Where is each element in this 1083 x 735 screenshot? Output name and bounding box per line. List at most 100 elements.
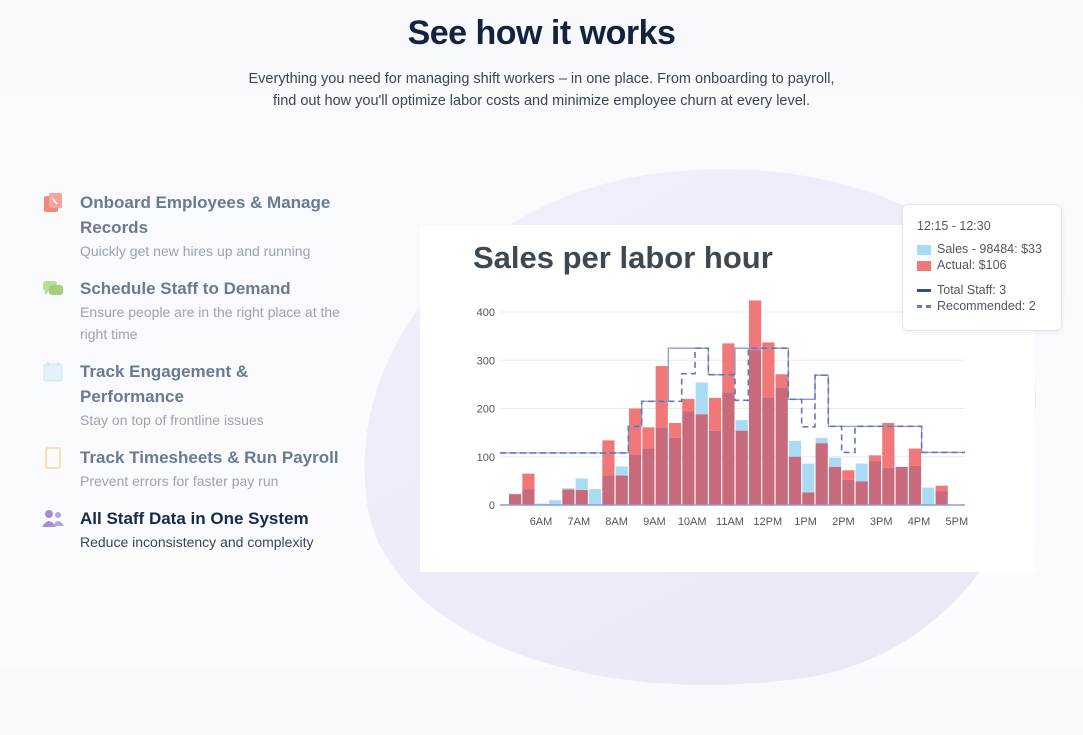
feature-title: Schedule Staff to Demand xyxy=(80,276,352,301)
overlap-bar xyxy=(602,476,614,505)
tablet-icon xyxy=(42,447,64,469)
clipboard-icon xyxy=(42,192,64,214)
overlap-bar xyxy=(789,457,801,505)
actual-bar xyxy=(869,455,881,461)
actual-bar xyxy=(522,474,534,489)
overlap-bar xyxy=(669,438,681,505)
feature-desc: Prevent errors for faster pay run xyxy=(80,470,352,492)
feature-title: Onboard Employees & Manage Records xyxy=(80,190,352,240)
feature-desc: Quickly get new hires up and running xyxy=(80,240,352,262)
actual-bar xyxy=(642,427,654,448)
overlap-bar xyxy=(869,461,881,505)
overlap-bar xyxy=(709,431,721,505)
sales-bar xyxy=(829,458,841,467)
overlap-bar xyxy=(802,492,814,505)
subtitle-line: find out how you'll optimize labor costs… xyxy=(0,90,1083,112)
overlap-bar xyxy=(936,491,948,505)
recommended-line-icon xyxy=(917,305,931,308)
overlap-bar xyxy=(762,397,774,505)
page-title: See how it works xyxy=(0,14,1083,53)
x-tick-label: 6AM xyxy=(530,516,553,528)
actual-bar xyxy=(709,398,721,431)
feature-desc: Reduce inconsistency and complexity xyxy=(80,531,352,553)
sales-bar xyxy=(789,441,801,457)
feature-timesheets[interactable]: Track Timesheets & Run Payroll Prevent e… xyxy=(42,445,352,492)
actual-bar xyxy=(682,399,694,412)
feature-title: All Staff Data in One System xyxy=(80,506,352,531)
overlap-bar xyxy=(749,350,761,505)
sales-bar xyxy=(736,420,748,431)
overlap-bar xyxy=(522,489,534,505)
sales-bar xyxy=(562,488,574,489)
overlap-bar xyxy=(829,467,841,505)
actual-bar xyxy=(629,409,641,455)
x-tick-label: 1PM xyxy=(794,516,817,528)
tooltip-time: 12:15 - 12:30 xyxy=(917,219,991,233)
actual-bar xyxy=(749,300,761,350)
feature-engagement[interactable]: Track Engagement & Performance Stay on t… xyxy=(42,359,352,431)
x-tick-label: 10AM xyxy=(678,516,707,528)
sales-bar xyxy=(802,464,814,493)
tooltip-sales: Sales - 98484: $33 xyxy=(937,242,1042,256)
overlap-bar xyxy=(509,494,521,505)
y-tick-label: 400 xyxy=(477,307,495,319)
actual-bar xyxy=(762,342,774,397)
y-tick-label: 200 xyxy=(477,404,495,416)
actual-bar xyxy=(882,423,894,468)
x-tick-label: 12PM xyxy=(753,516,782,528)
x-tick-label: 11AM xyxy=(716,516,744,528)
actual-bar xyxy=(602,440,614,475)
subtitle-line: Everything you need for managing shift w… xyxy=(0,68,1083,90)
actual-bar xyxy=(722,343,734,392)
sales-bar xyxy=(589,489,601,505)
overlap-bar xyxy=(776,387,788,505)
calendar-icon xyxy=(42,361,64,383)
x-tick-label: 9AM xyxy=(643,516,666,528)
actual-bar xyxy=(776,374,788,387)
x-tick-label: 7AM xyxy=(567,516,590,528)
overlap-bar xyxy=(629,454,641,505)
feature-onboard[interactable]: Onboard Employees & Manage Records Quick… xyxy=(42,190,352,262)
overlap-bar xyxy=(682,411,694,505)
feature-desc: Ensure people are in the right place at … xyxy=(80,301,352,345)
actual-bar xyxy=(936,486,948,492)
chart-tooltip: 12:15 - 12:30 Sales - 98484: $33 Actual:… xyxy=(902,204,1062,331)
overlap-bar xyxy=(856,481,868,505)
tooltip-actual: Actual: $106 xyxy=(937,258,1007,272)
overlap-bar xyxy=(616,476,628,505)
sales-bar xyxy=(616,466,628,475)
sales-bar xyxy=(922,488,934,505)
x-tick-label: 4PM xyxy=(908,516,931,528)
overlap-bar xyxy=(656,427,668,505)
actual-swatch-icon xyxy=(917,261,931,271)
people-icon xyxy=(42,508,64,530)
overlap-bar xyxy=(722,393,734,505)
sales-bar xyxy=(576,478,588,490)
actual-bar xyxy=(656,366,668,427)
feature-staff-data[interactable]: All Staff Data in One System Reduce inco… xyxy=(42,506,352,553)
chat-bubbles-icon xyxy=(42,278,64,300)
overlap-bar xyxy=(736,431,748,505)
y-tick-label: 0 xyxy=(489,500,495,512)
y-tick-label: 100 xyxy=(477,452,495,464)
feature-title: Track Engagement & Performance xyxy=(80,359,352,409)
x-tick-label: 2PM xyxy=(832,516,855,528)
y-tick-label: 300 xyxy=(477,355,495,367)
sales-bar xyxy=(696,382,708,414)
overlap-bar xyxy=(696,414,708,505)
tooltip-recommended: Recommended: 2 xyxy=(937,299,1036,313)
overlap-bar xyxy=(909,466,921,505)
page-subtitle: Everything you need for managing shift w… xyxy=(0,68,1083,112)
feature-list: Onboard Employees & Manage Records Quick… xyxy=(42,190,352,567)
sales-bar xyxy=(856,464,868,482)
actual-bar xyxy=(909,449,921,466)
overlap-bar xyxy=(642,449,654,505)
feature-schedule[interactable]: Schedule Staff to Demand Ensure people a… xyxy=(42,276,352,345)
total-staff-line-icon xyxy=(917,289,931,292)
tooltip-total-staff: Total Staff: 3 xyxy=(937,283,1006,297)
overlap-bar xyxy=(842,480,854,505)
overlap-bar xyxy=(562,490,574,505)
actual-bar xyxy=(669,423,681,438)
overlap-bar xyxy=(896,467,908,505)
sales-bar xyxy=(816,438,828,443)
